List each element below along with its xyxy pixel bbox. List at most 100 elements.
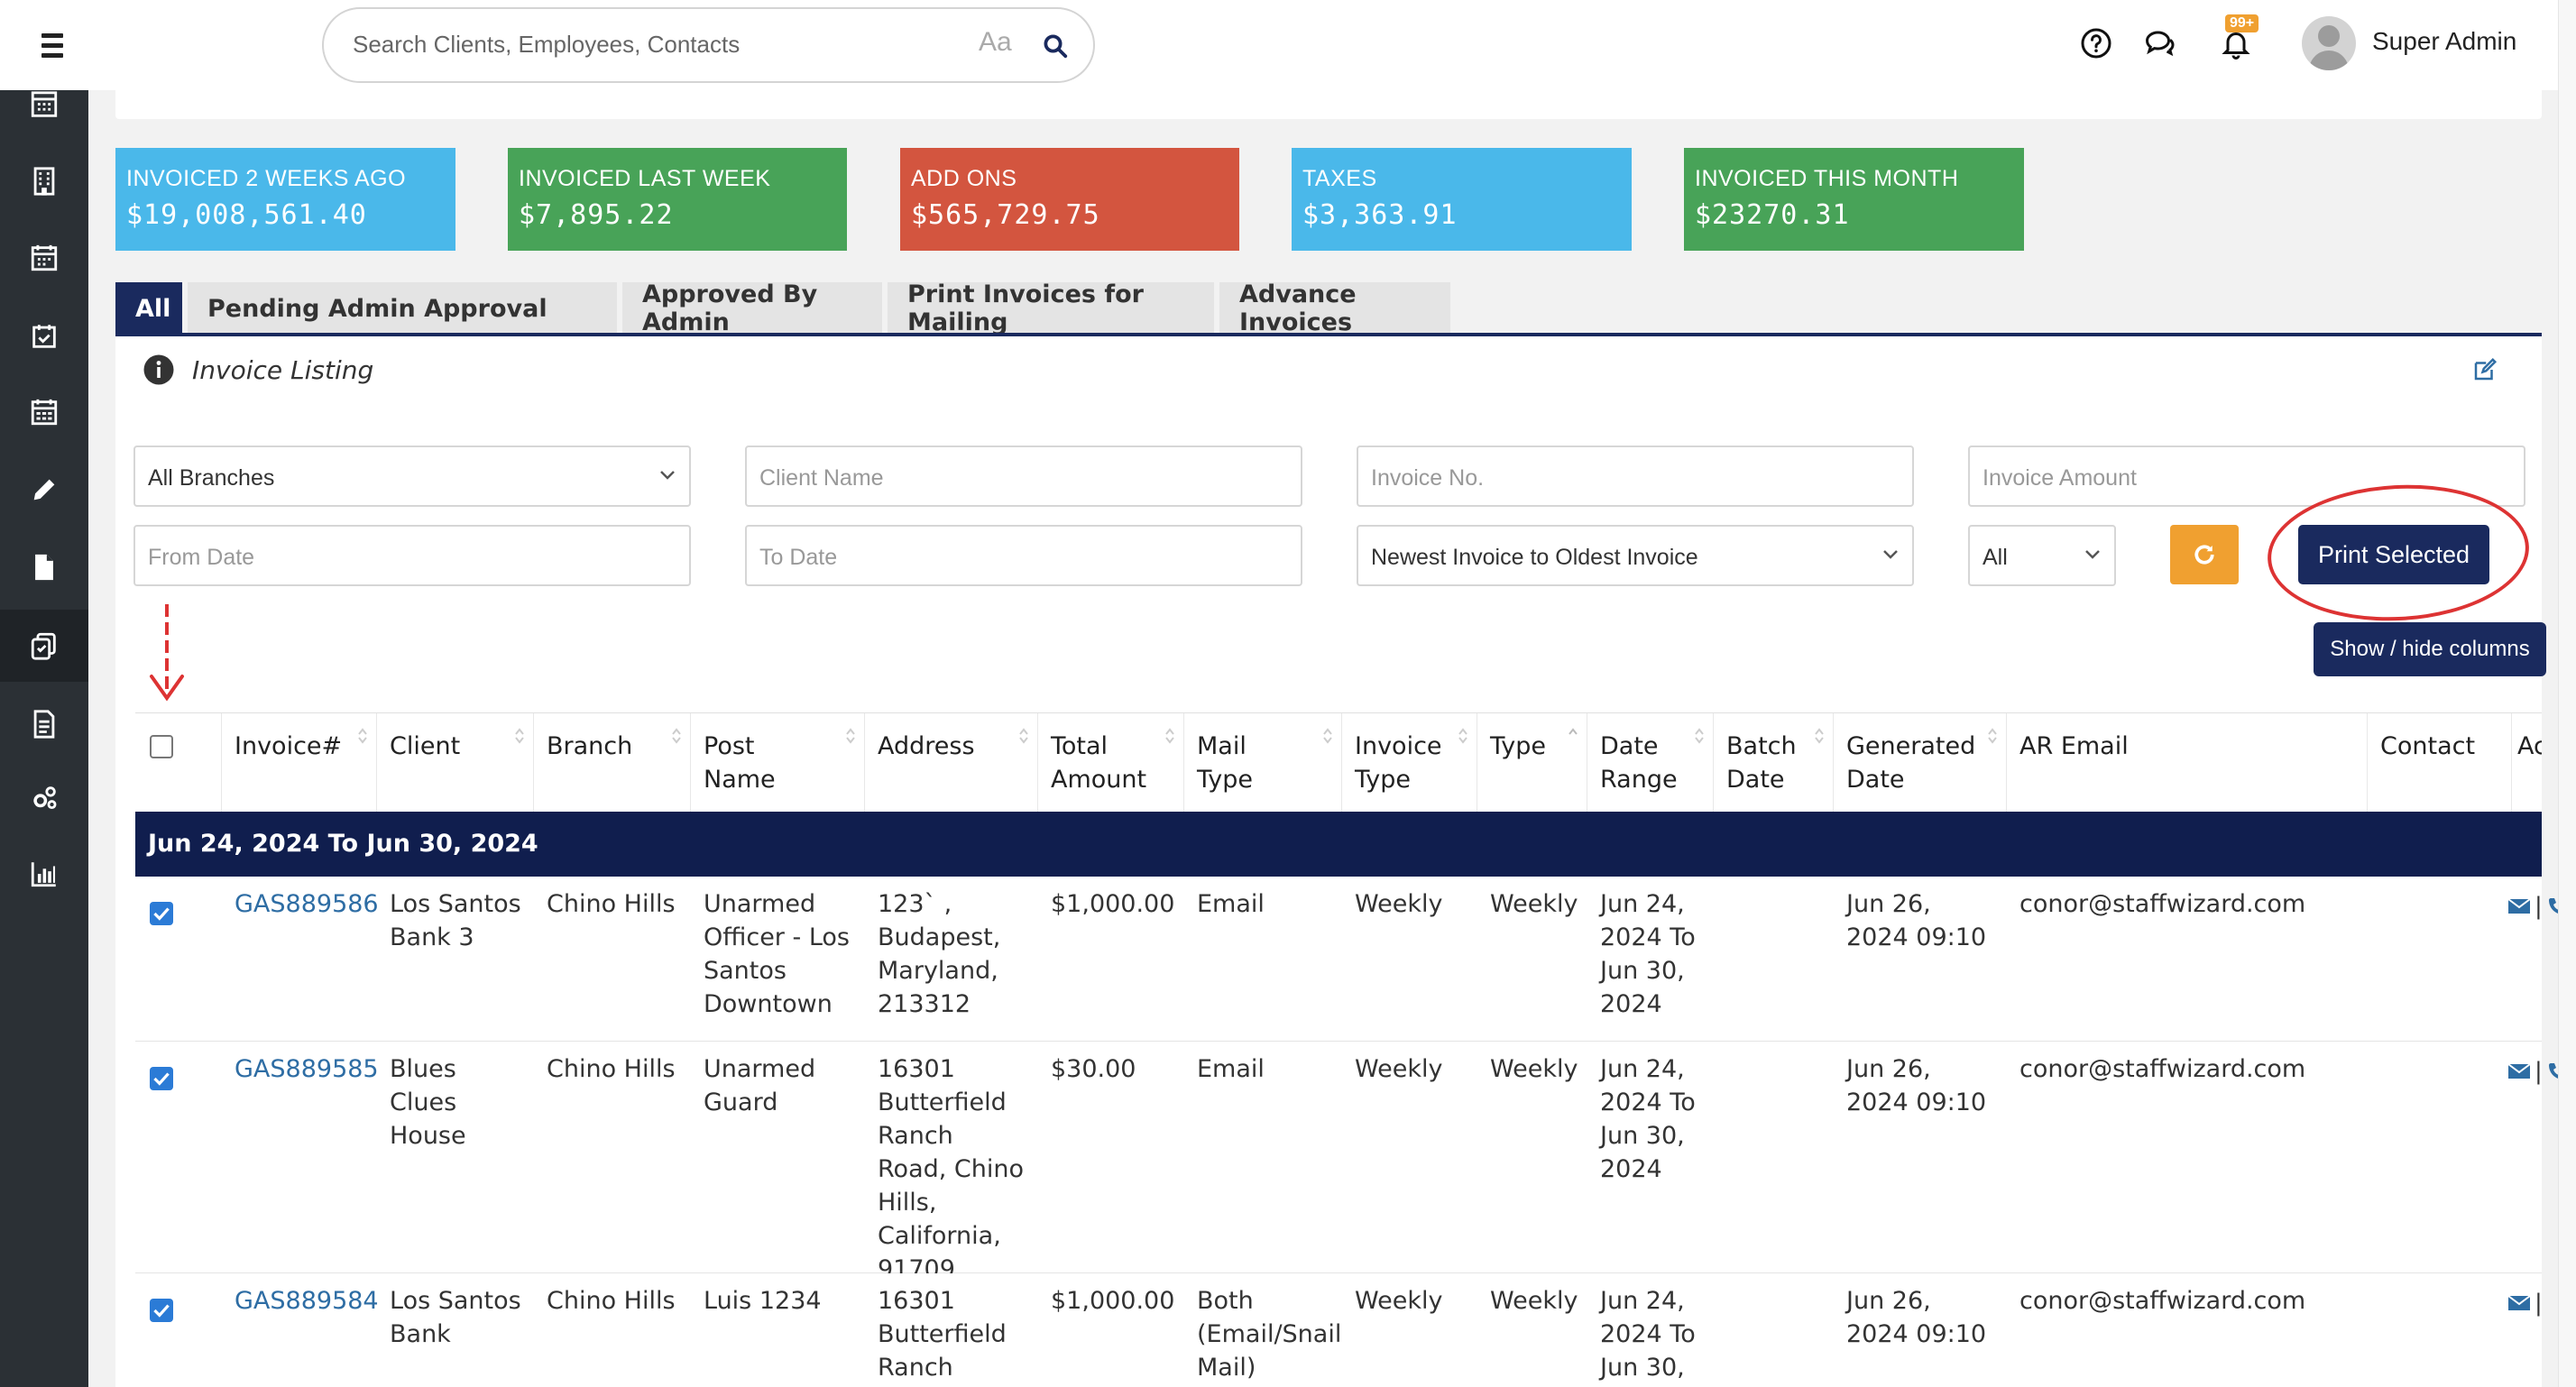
- generated-date-cell: Jun 26, 2024 09:10: [1846, 1055, 1987, 1116]
- column-header[interactable]: Invoice#: [222, 713, 377, 813]
- type-cell: Weekly: [1490, 1055, 1578, 1083]
- stat-card-invoiced-this-month: INVOICED THIS MONTH $23270.31: [1684, 148, 2024, 251]
- sidebar-item-analytics[interactable]: [0, 842, 88, 905]
- search-icon[interactable]: [1042, 32, 1069, 60]
- sort-icon: [1019, 728, 1028, 744]
- invoice-no-input[interactable]: Invoice No.: [1357, 445, 1914, 507]
- row-checkbox[interactable]: [150, 1067, 173, 1090]
- tab-approved-by-admin[interactable]: Approved By Admin: [622, 280, 882, 336]
- stat-label: ADD ONS: [911, 166, 1017, 191]
- branch-select-value: All Branches: [148, 465, 275, 491]
- sidebar: [0, 90, 88, 1387]
- avatar[interactable]: [2302, 16, 2356, 70]
- column-header[interactable]: Client: [377, 713, 534, 813]
- column-header[interactable]: Address: [865, 713, 1038, 813]
- sidebar-item-edit[interactable]: [0, 458, 88, 521]
- user-name[interactable]: Super Admin: [2372, 27, 2517, 55]
- client-name-placeholder: Client Name: [759, 465, 884, 491]
- stat-label: INVOICED THIS MONTH: [1695, 166, 1959, 191]
- checkmark-icon: [153, 1072, 170, 1086]
- sidebar-item-settings[interactable]: [0, 767, 88, 830]
- status-select-value: All: [1983, 545, 2008, 570]
- column-header[interactable]: Batch Date: [1714, 713, 1834, 813]
- show-hide-columns-button[interactable]: Show / hide columns: [2314, 622, 2546, 676]
- stat-label: INVOICED 2 WEEKS AGO: [126, 166, 407, 191]
- column-header[interactable]: Mail Type: [1184, 713, 1342, 813]
- status-select[interactable]: All: [1968, 525, 2116, 586]
- row-checkbox[interactable]: [150, 902, 173, 925]
- tab-print-invoices-for-mailing[interactable]: Print Invoices for Mailing: [888, 280, 1214, 336]
- column-header[interactable]: Branch: [534, 713, 691, 813]
- table-row[interactable]: GAS889586 Los Santos Bank 3 Chino Hills …: [135, 877, 2576, 1042]
- date-range-cell: Jun 24, 2024 To Jun 30, 2024: [1600, 1055, 1696, 1183]
- date-group-row: Jun 24, 2024 To Jun 30, 2024: [135, 812, 2542, 877]
- refresh-button[interactable]: [2170, 525, 2239, 584]
- to-date-input[interactable]: To Date: [745, 525, 1302, 586]
- notification-count-badge: 99+: [2225, 14, 2259, 32]
- header-panel: [115, 90, 2542, 119]
- tab-advance-invoices[interactable]: Advance Invoices: [1219, 280, 1450, 336]
- total-amount-cell: $1,000.00: [1051, 890, 1175, 918]
- mail-type-cell: Both (Email/Snail Mail): [1197, 1287, 1342, 1382]
- invoice-no-placeholder: Invoice No.: [1371, 465, 1485, 491]
- sidebar-item-shifts[interactable]: [0, 381, 88, 444]
- page-scrollbar[interactable]: [2558, 0, 2576, 1387]
- menu-icon[interactable]: [32, 25, 72, 65]
- email-icon[interactable]: [2507, 1293, 2531, 1313]
- column-header[interactable]: Act: [2517, 732, 2542, 760]
- sort-order-select[interactable]: Newest Invoice to Oldest Invoice: [1357, 525, 1914, 586]
- generated-date-cell: Jun 26, 2024 09:10: [1846, 1287, 1987, 1348]
- stat-card-invoiced-last-week: INVOICED LAST WEEK $7,895.22: [508, 148, 847, 251]
- sort-icon: [358, 728, 367, 744]
- column-header[interactable]: Contact: [2368, 713, 2512, 813]
- post-name-cell: Unarmed Guard: [704, 1055, 816, 1116]
- tab-all[interactable]: All: [115, 282, 182, 335]
- bell-icon[interactable]: [2220, 27, 2252, 60]
- sidebar-item-reports[interactable]: [0, 693, 88, 756]
- tab-pending-admin-approval[interactable]: Pending Admin Approval: [188, 282, 617, 335]
- calendar-icon: [31, 91, 58, 117]
- invoice-link[interactable]: GAS889586: [235, 890, 379, 918]
- branch-cell: Chino Hills: [547, 890, 676, 918]
- mail-type-cell: Email: [1197, 1055, 1265, 1083]
- sidebar-item-attendance[interactable]: [0, 305, 88, 368]
- sidebar-item-schedule[interactable]: [0, 226, 88, 289]
- sort-icon: [1695, 728, 1704, 744]
- column-header[interactable]: Invoice Type: [1342, 713, 1477, 813]
- table-row[interactable]: GAS889584 Los Santos Bank Chino Hills Lu…: [135, 1273, 2542, 1387]
- print-selected-button[interactable]: Print Selected: [2298, 525, 2489, 584]
- global-search-input[interactable]: Search Clients, Employees, Contacts Aa: [322, 7, 1095, 83]
- column-header[interactable]: Total Amount: [1038, 713, 1184, 813]
- invoice-link[interactable]: GAS889584: [235, 1287, 379, 1315]
- column-header[interactable]: Type: [1477, 713, 1587, 813]
- sidebar-item-building[interactable]: [0, 150, 88, 213]
- column-header[interactable]: AR Email: [2007, 713, 2368, 813]
- help-icon[interactable]: [2080, 27, 2112, 60]
- chat-icon[interactable]: [2143, 27, 2176, 60]
- bar-chart-icon: [31, 862, 56, 887]
- edit-icon[interactable]: [2471, 356, 2498, 383]
- sidebar-item-invoices[interactable]: [0, 610, 88, 682]
- branch-cell: Chino Hills: [547, 1055, 676, 1083]
- calendar-week-icon: [31, 399, 58, 426]
- column-header[interactable]: Date Range: [1587, 713, 1714, 813]
- calendar-grid-icon: [31, 244, 58, 271]
- sidebar-item-calendar[interactable]: [0, 90, 88, 126]
- email-icon[interactable]: [2507, 1061, 2531, 1081]
- table-row[interactable]: GAS889585 Blues Clues House Chino Hills …: [135, 1042, 2576, 1283]
- match-case-toggle[interactable]: Aa: [979, 27, 1012, 57]
- invoice-link[interactable]: GAS889585: [235, 1055, 379, 1083]
- row-checkbox[interactable]: [150, 1299, 173, 1322]
- from-date-input[interactable]: From Date: [133, 525, 691, 586]
- date-range-cell: Jun 24, 2024 To Jun 30, 2024: [1600, 890, 1696, 1018]
- client-name-input[interactable]: Client Name: [745, 445, 1302, 507]
- branch-select[interactable]: All Branches: [133, 445, 691, 507]
- sidebar-item-documents[interactable]: [0, 536, 88, 599]
- invoice-amount-input[interactable]: Invoice Amount: [1968, 445, 2525, 507]
- select-all-checkbox[interactable]: [150, 735, 173, 758]
- email-icon[interactable]: [2507, 896, 2531, 916]
- sort-icon: [1165, 728, 1174, 744]
- sort-icon: [515, 728, 524, 744]
- column-header[interactable]: Generated Date: [1834, 713, 2007, 813]
- column-header[interactable]: Post Name: [691, 713, 865, 813]
